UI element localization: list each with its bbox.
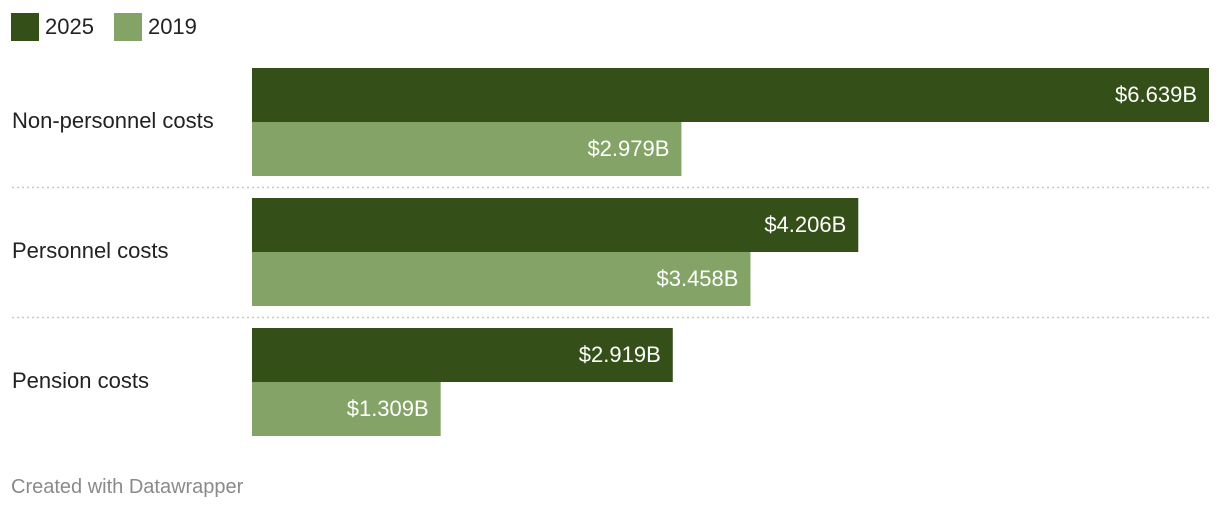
legend-item-2025: 2025 [11,13,94,41]
credit-text: Created with Datawrapper [11,476,244,498]
bar-personnel-costs-2025 [252,198,859,252]
bar-label-personnel-costs-2019: $3.458B [656,266,738,291]
bar-label-personnel-costs-2025: $4.206B [764,212,846,237]
legend-item-2019: 2019 [113,13,197,41]
category-label-pension-costs: Pension costs [12,368,149,393]
bar-non-personnel-costs-2019 [252,122,682,176]
category-label-non-personnel-costs: Non-personnel costs [12,108,214,133]
bar-label-non-personnel-costs-2019: $2.979B [587,136,669,161]
legend-swatch-2019 [113,13,142,41]
bar-label-pension-costs-2025: $2.919B [579,342,661,367]
legend-label-2019: 2019 [147,14,197,39]
bar-label-non-personnel-costs-2025: $6.639B [1115,82,1197,107]
bar-personnel-costs-2019 [252,252,751,306]
bar-pension-costs-2025 [252,328,673,382]
bar-non-personnel-costs-2025 [252,68,1209,122]
bar-label-pension-costs-2019: $1.309B [347,396,429,421]
legend-label-2025: 2025 [45,14,94,39]
bar-pension-costs-2019 [252,382,441,436]
legend-swatch-2025 [11,13,39,41]
category-label-personnel-costs: Personnel costs [12,238,169,263]
chart-legend: 2025 2019 [11,12,217,42]
